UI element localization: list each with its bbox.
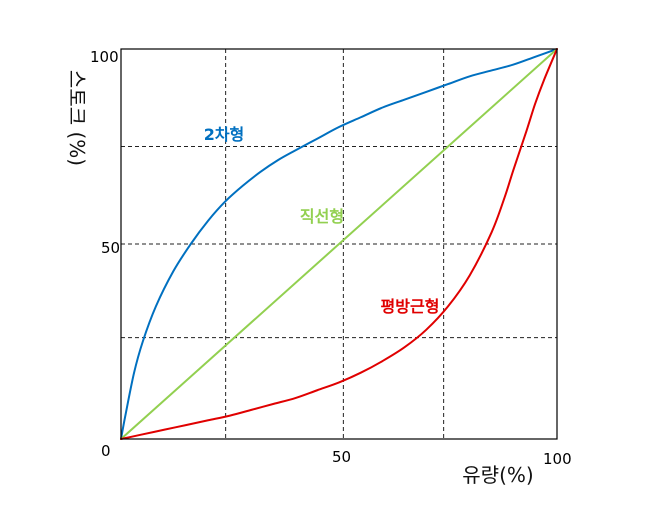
series-label: 2차형 [204,125,245,144]
x-axis-title: 유량(%) [462,463,533,487]
series-line [120,48,558,440]
x-tick-label: 100 [543,450,572,468]
frame-layer [120,48,558,440]
series-line [120,48,558,440]
series-layer [120,48,558,440]
plot-frame [120,48,558,440]
y-tick-label: 100 [90,48,119,66]
y-tick-label: 50 [101,239,120,257]
y-axis-title: 스토크 (%) [65,70,89,166]
series-label: 직선형 [300,207,344,226]
y-tick-label: 0 [101,442,111,460]
series-label: 평방근형 [381,297,440,316]
series-line [120,48,558,440]
x-tick-label: 50 [332,448,351,466]
